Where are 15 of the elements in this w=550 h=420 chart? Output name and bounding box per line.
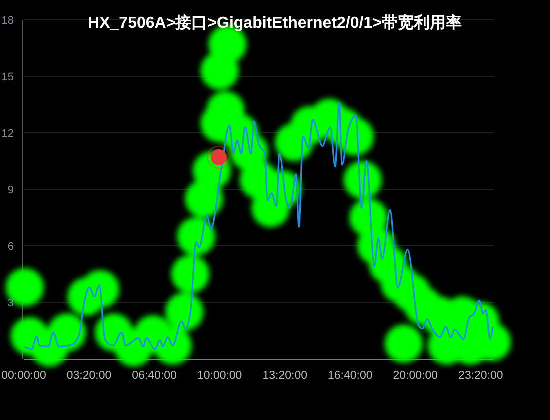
y-tick-label: 6 [8,240,14,253]
x-tick-label: 06:40:00 [132,370,177,382]
x-tick-label: 00:00:00 [2,370,46,382]
x-tick-label: 10:00:00 [197,370,242,382]
y-tick-label: 15 [2,71,14,84]
x-tick-label: 23:20:00 [458,370,504,382]
y-tick-label: 9 [8,184,14,196]
x-tick-label: 16:40:00 [328,370,373,382]
chart-title: HX_7506A>接口>GigabitEthernet2/0/1>带宽利用率 [88,13,462,32]
x-tick-label: 20:00:00 [393,370,438,382]
y-tick-label: 18 [2,14,14,27]
x-tick-label: 13:20:00 [262,370,308,382]
x-tick-label: 03:20:00 [66,370,112,382]
y-tick-label: 3 [8,297,14,310]
y-tick-label: 12 [2,128,14,140]
